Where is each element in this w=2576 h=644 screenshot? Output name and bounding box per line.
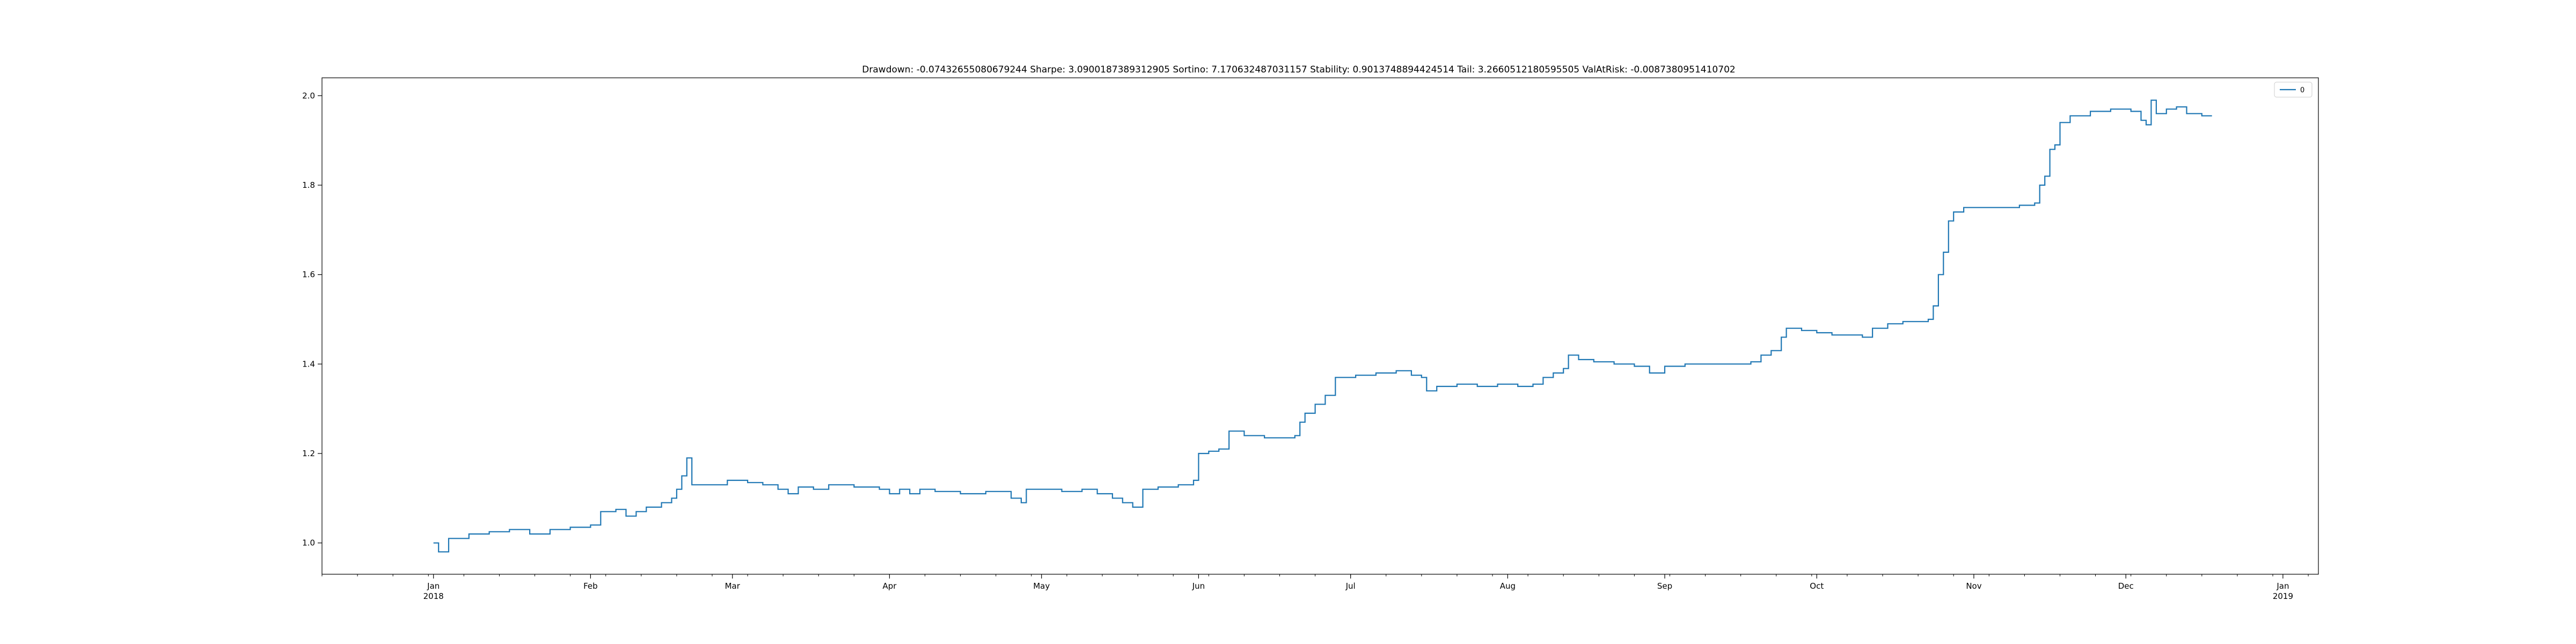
x-tick-label: Aug	[1500, 581, 1516, 591]
x-tick-label: Feb	[583, 581, 598, 591]
y-tick-label: 2.0	[302, 91, 315, 100]
x-tick-label: Jan	[427, 581, 440, 591]
plot-frame	[321, 77, 2319, 575]
y-tick-label: 1.0	[302, 538, 315, 548]
x-tick-label: Oct	[1810, 581, 1824, 591]
x-tick-label: Jul	[1345, 581, 1356, 591]
y-tick-label: 1.4	[302, 359, 315, 369]
chart-title: Drawdown: -0.07432655080679244 Sharpe: 3…	[862, 64, 1735, 75]
x-tick-label: Jan	[2276, 581, 2289, 591]
x-tick-label: Sep	[1657, 581, 1672, 591]
y-tick-label: 1.2	[302, 449, 315, 458]
y-tick-label: 1.6	[302, 270, 315, 280]
series-line	[433, 99, 2212, 553]
legend-label: 0	[2300, 86, 2304, 94]
legend: 0	[2274, 82, 2312, 98]
x-tick-sublabel: 2018	[423, 591, 444, 601]
x-tick-label: Mar	[725, 581, 741, 591]
x-tick-label: Nov	[1966, 581, 1981, 591]
x-tick-sublabel: 2019	[2273, 591, 2293, 601]
x-tick-label: Dec	[2118, 581, 2134, 591]
x-tick-label: Apr	[882, 581, 897, 591]
x-tick-label: May	[1033, 581, 1050, 591]
x-tick-label: Jun	[1192, 581, 1205, 591]
y-tick-label: 1.8	[302, 180, 315, 190]
